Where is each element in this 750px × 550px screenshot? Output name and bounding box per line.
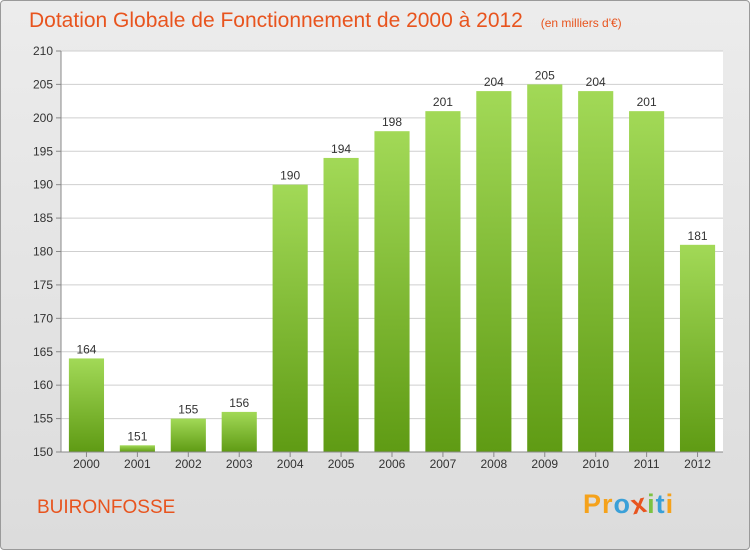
bar [527, 84, 563, 453]
bar [578, 91, 614, 452]
y-tick-label: 160 [33, 378, 53, 392]
y-tick-label: 210 [33, 44, 53, 58]
brand-letter: P [583, 489, 603, 519]
proxiti-logo[interactable]: Proxiti [583, 488, 675, 521]
bar [679, 244, 716, 452]
bar-value-label: 164 [76, 342, 96, 356]
bar-value-label: 194 [331, 142, 351, 156]
bar-value-label: 155 [178, 403, 198, 417]
bar [629, 111, 665, 453]
bar [272, 184, 308, 452]
bar [68, 358, 105, 452]
bar [425, 111, 461, 453]
bar-value-label: 201 [433, 95, 453, 109]
bar-value-label: 204 [586, 75, 606, 89]
brand-letter: i [665, 489, 675, 519]
bar [170, 418, 206, 452]
x-tick-label: 2002 [175, 457, 202, 471]
y-tick-label: 175 [33, 278, 53, 292]
x-tick-label: 2009 [531, 457, 558, 471]
x-tick-label: 2003 [226, 457, 253, 471]
bar [221, 411, 257, 452]
bar-value-label: 181 [688, 229, 708, 243]
y-tick-label: 170 [33, 311, 53, 325]
y-tick-label: 200 [33, 111, 53, 125]
brand-letter: r [602, 489, 614, 519]
y-tick-label: 195 [33, 144, 53, 158]
bar-value-label: 156 [229, 396, 249, 410]
y-tick-label: 155 [33, 412, 53, 426]
bar-value-label: 190 [280, 169, 300, 183]
brand-letter: i [647, 489, 656, 519]
y-tick-label: 150 [33, 445, 53, 459]
x-tick-label: 2006 [379, 457, 406, 471]
y-tick-label: 205 [33, 77, 53, 91]
x-tick-label: 2008 [480, 457, 507, 471]
x-tick-label: 2010 [582, 457, 609, 471]
y-tick-label: 190 [33, 178, 53, 192]
bar [374, 131, 410, 452]
chart-subtitle: (en milliers d'€) [540, 16, 622, 30]
bar [119, 445, 155, 452]
bar-value-label: 198 [382, 115, 402, 129]
bar [323, 157, 359, 452]
x-tick-label: 2005 [328, 457, 355, 471]
brand-letter: o [613, 489, 632, 519]
bar-value-label: 205 [535, 68, 555, 82]
chart-title-text: Dotation Globale de Fonctionnement de 20… [29, 9, 523, 32]
bar [476, 91, 512, 452]
x-tick-label: 2011 [634, 457, 660, 471]
y-tick-label: 165 [33, 345, 53, 359]
bar-value-label: 204 [484, 75, 504, 89]
x-tick-label: 2001 [124, 457, 151, 471]
brand-letter: t [655, 489, 666, 519]
x-tick-label: 2012 [684, 457, 711, 471]
bar-value-label: 151 [127, 429, 147, 443]
x-tick-label: 2007 [430, 457, 457, 471]
x-tick-label: 2000 [73, 457, 100, 471]
x-tick-label: 2004 [277, 457, 304, 471]
bar-value-label: 201 [637, 95, 657, 109]
y-tick-label: 185 [33, 211, 53, 225]
y-tick-label: 180 [33, 245, 53, 259]
commune-name: BUIRONFOSSE [37, 497, 176, 518]
chart-title: Dotation Globale de Fonctionnement de 20… [29, 9, 622, 33]
